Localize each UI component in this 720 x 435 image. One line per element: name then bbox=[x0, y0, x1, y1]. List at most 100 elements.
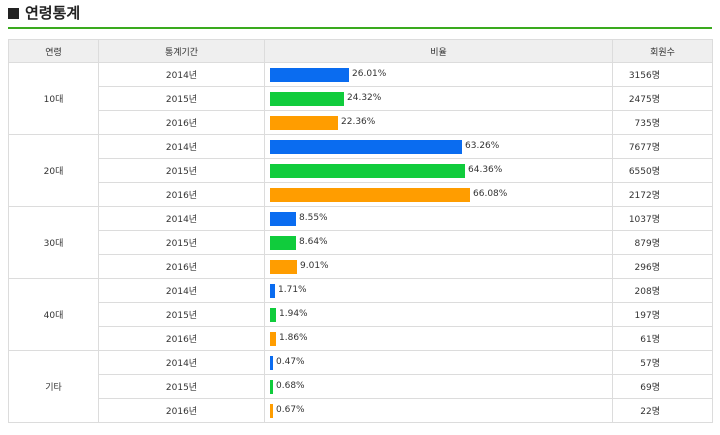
period-cell: 2015년 bbox=[98, 158, 265, 183]
period-cell: 2016년 bbox=[98, 110, 265, 135]
table-row: 40대 2014년 1.71% 208명 bbox=[8, 278, 713, 351]
table-row: 2015년 64.36% 6550명 bbox=[9, 158, 713, 183]
ratio-bar bbox=[270, 116, 338, 130]
member-count-cell: 1037명 bbox=[612, 206, 713, 231]
ratio-percent-label: 8.55% bbox=[299, 213, 328, 223]
ratio-bar bbox=[270, 236, 296, 250]
ratio-bar bbox=[270, 356, 273, 370]
ratio-bar bbox=[270, 140, 462, 154]
ratio-percent-label: 22.36% bbox=[341, 117, 376, 127]
member-count-cell: 208명 bbox=[612, 278, 713, 303]
member-count-cell: 7677명 bbox=[612, 134, 713, 159]
ratio-percent-label: 0.67% bbox=[276, 405, 305, 415]
period-cell: 2014년 bbox=[98, 206, 265, 231]
member-count-cell: 61명 bbox=[612, 326, 713, 351]
age-group-label: 30대 bbox=[8, 206, 99, 279]
ratio-percent-label: 1.71% bbox=[278, 285, 307, 295]
table-row: 2015년 0.68% 69명 bbox=[9, 374, 713, 399]
ratio-bar bbox=[270, 284, 275, 298]
age-group-label: 10대 bbox=[8, 62, 99, 135]
table-row: 2016년 66.08% 2172명 bbox=[9, 182, 713, 207]
ratio-bar bbox=[270, 308, 276, 322]
table-row: 10대 2014년 26.01% 3156명 bbox=[8, 62, 713, 135]
table-row: 2015년 24.32% 2475명 bbox=[9, 86, 713, 111]
ratio-cell: 26.01% bbox=[264, 62, 613, 87]
ratio-bar bbox=[270, 68, 349, 82]
ratio-bar bbox=[270, 212, 296, 226]
ratio-cell: 64.36% bbox=[264, 158, 613, 183]
ratio-percent-label: 24.32% bbox=[347, 93, 382, 103]
period-cell: 2016년 bbox=[98, 254, 265, 279]
ratio-percent-label: 1.86% bbox=[279, 333, 308, 343]
table-row: 2016년 9.01% 296명 bbox=[9, 254, 713, 279]
member-count-cell: 296명 bbox=[612, 254, 713, 279]
ratio-cell: 8.64% bbox=[264, 230, 613, 255]
header-period: 통계기간 bbox=[98, 39, 265, 63]
ratio-cell: 1.94% bbox=[264, 302, 613, 327]
member-count-cell: 3156명 bbox=[612, 62, 713, 87]
table-row: 2016년 1.86% 61명 bbox=[9, 326, 713, 351]
ratio-percent-label: 1.94% bbox=[279, 309, 308, 319]
member-count-cell: 735명 bbox=[612, 110, 713, 135]
ratio-cell: 22.36% bbox=[264, 110, 613, 135]
ratio-cell: 63.26% bbox=[264, 134, 613, 159]
ratio-bar bbox=[270, 404, 273, 418]
ratio-percent-label: 66.08% bbox=[473, 189, 508, 199]
page-title: 연령통계 bbox=[25, 4, 81, 22]
table-row: 2015년 1.94% 197명 bbox=[9, 302, 713, 327]
ratio-cell: 24.32% bbox=[264, 86, 613, 111]
ratio-cell: 1.86% bbox=[264, 326, 613, 351]
ratio-bar bbox=[270, 260, 297, 274]
age-group-label: 기타 bbox=[8, 350, 99, 423]
table-row: 2016년 22.36% 735명 bbox=[9, 110, 713, 135]
ratio-percent-label: 8.64% bbox=[299, 237, 328, 247]
square-bullet-icon bbox=[8, 8, 19, 19]
section-header: 연령통계 bbox=[8, 0, 712, 29]
header-members: 회원수 bbox=[612, 39, 713, 63]
member-count-cell: 879명 bbox=[612, 230, 713, 255]
ratio-cell: 0.68% bbox=[264, 374, 613, 399]
ratio-percent-label: 26.01% bbox=[352, 69, 387, 79]
age-stats-table: 연령 통계기간 비율 회원수 10대 2014년 26.01% 3156명 2015년 2… bbox=[8, 39, 713, 423]
table-row: 20대 2014년 63.26% 7677명 bbox=[8, 134, 713, 207]
period-cell: 2016년 bbox=[98, 182, 265, 207]
ratio-cell: 9.01% bbox=[264, 254, 613, 279]
member-count-cell: 6550명 bbox=[612, 158, 713, 183]
period-cell: 2016년 bbox=[98, 398, 265, 423]
table-header-row: 연령 통계기간 비율 회원수 bbox=[8, 39, 713, 63]
ratio-bar bbox=[270, 92, 344, 106]
period-cell: 2014년 bbox=[98, 278, 265, 303]
table-row: 30대 2014년 8.55% 1037명 bbox=[8, 206, 713, 279]
ratio-cell: 0.47% bbox=[264, 350, 613, 375]
ratio-bar bbox=[270, 188, 470, 202]
ratio-percent-label: 9.01% bbox=[300, 261, 329, 271]
ratio-cell: 8.55% bbox=[264, 206, 613, 231]
ratio-percent-label: 0.68% bbox=[276, 381, 305, 391]
period-cell: 2015년 bbox=[98, 230, 265, 255]
table-row: 2016년 0.67% 22명 bbox=[9, 398, 713, 423]
age-group-label: 40대 bbox=[8, 278, 99, 351]
member-count-cell: 57명 bbox=[612, 350, 713, 375]
member-count-cell: 22명 bbox=[612, 398, 713, 423]
period-cell: 2015년 bbox=[98, 302, 265, 327]
ratio-percent-label: 63.26% bbox=[465, 141, 500, 151]
period-cell: 2014년 bbox=[98, 62, 265, 87]
member-count-cell: 2475명 bbox=[612, 86, 713, 111]
age-group-label: 20대 bbox=[8, 134, 99, 207]
period-cell: 2016년 bbox=[98, 326, 265, 351]
ratio-cell: 0.67% bbox=[264, 398, 613, 423]
period-cell: 2014년 bbox=[98, 134, 265, 159]
period-cell: 2014년 bbox=[98, 350, 265, 375]
header-ratio: 비율 bbox=[264, 39, 613, 63]
ratio-bar bbox=[270, 164, 465, 178]
ratio-bar bbox=[270, 332, 276, 346]
period-cell: 2015년 bbox=[98, 374, 265, 399]
ratio-percent-label: 0.47% bbox=[276, 357, 305, 367]
header-age: 연령 bbox=[8, 39, 99, 63]
period-cell: 2015년 bbox=[98, 86, 265, 111]
member-count-cell: 69명 bbox=[612, 374, 713, 399]
member-count-cell: 2172명 bbox=[612, 182, 713, 207]
table-row: 2015년 8.64% 879명 bbox=[9, 230, 713, 255]
table-row: 기타 2014년 0.47% 57명 bbox=[8, 350, 713, 423]
ratio-bar bbox=[270, 380, 273, 394]
